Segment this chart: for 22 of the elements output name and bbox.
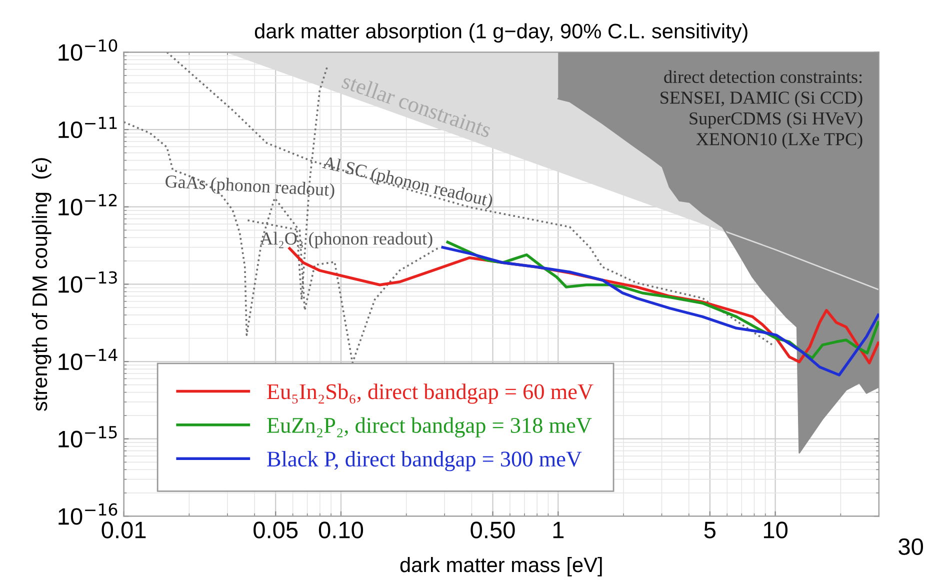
chart-title: dark matter absorption (1 g−day, 90% C.L. sensitivity) — [254, 23, 748, 43]
x-axis-title: dark matter mass [eV] — [400, 556, 602, 576]
y-tick-label: 10$^{−12}$ — [58, 194, 117, 216]
x-tick-label: 1 — [553, 522, 564, 538]
legend-label: Black P, direct bandgap = 300 meV — [267, 450, 582, 472]
x-tick-label: 10 — [764, 522, 788, 538]
annotation: GaAs (phonon readout) — [165, 174, 335, 200]
annotation: direct detection constraints: SENSEI, DAMIC (Si CCD) SuperCDMS (Si HVeV) XENON10 (LXe TPC) — [660, 70, 862, 149]
y-tick-label: 10$^{−15}$ — [58, 426, 117, 448]
legend-label: EuZn₂P₂, direct bandgap = 318 meV — [267, 417, 592, 438]
x-tick-label: 0.10 — [318, 522, 364, 538]
y-tick-label: 10$^{−11}$ — [58, 116, 117, 138]
y-tick-label: 10$^{−14}$ — [58, 348, 118, 370]
y-axis-title: strength of DM coupling (ϵ) — [32, 158, 52, 411]
legend-label: Eu₅In₂Sb₆, direct bandgap = 60 meV — [267, 384, 594, 404]
x-tick-label: 5 — [704, 522, 716, 538]
y-tick-label: 10$^{−10}$ — [58, 39, 118, 61]
text: 30 — [898, 538, 924, 556]
x-tick-label: 0.05 — [254, 522, 298, 538]
y-tick-label: 10$^{−13}$ — [58, 271, 117, 293]
x-tick-label: 0.50 — [470, 522, 515, 538]
annotation: Al₂O₃ (phonon readout) — [260, 232, 432, 248]
